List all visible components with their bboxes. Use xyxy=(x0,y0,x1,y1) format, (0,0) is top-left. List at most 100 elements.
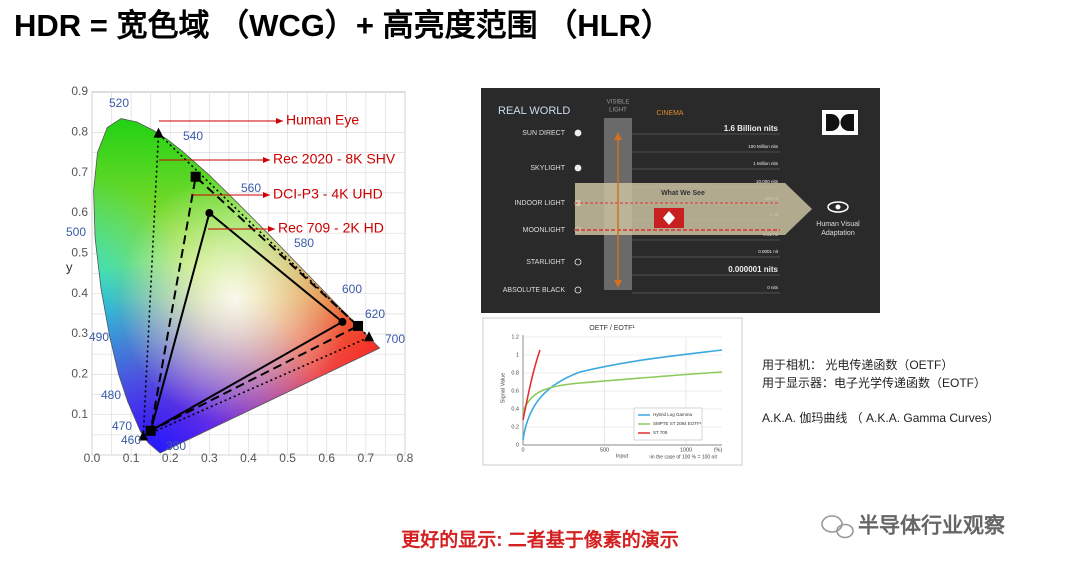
chart-title: OETF / EOTF¹ xyxy=(589,325,635,332)
curve-hlg xyxy=(522,349,723,441)
arrow-head xyxy=(263,157,270,163)
wavelength-label: 580 xyxy=(294,236,314,250)
annotation: Rec 709 - 2K HD xyxy=(278,220,384,236)
source-label: SUN DIRECT xyxy=(522,130,566,137)
y-tick-label: 0.6 xyxy=(71,205,88,219)
y-tick-label: 0.4 xyxy=(511,406,519,412)
circle-marker xyxy=(338,317,347,326)
wavelength-label: 480 xyxy=(101,388,121,402)
source-label: SKYLIGHT xyxy=(530,165,565,172)
visible-light-label: LIGHT xyxy=(609,108,627,114)
x-tick-label: 0.6 xyxy=(318,451,335,465)
annotation: Rec 2020 - 8K SHV xyxy=(273,151,396,167)
x-tick-label: 1000 xyxy=(680,447,692,453)
x-tick-label: 0.2 xyxy=(162,451,179,465)
x-tick-label: 0.4 xyxy=(240,451,257,465)
source-icon xyxy=(574,164,582,172)
source-label: STARLIGHT xyxy=(526,259,565,266)
cie-diagram: 0.0 0.1 0.2 0.3 0.4 0.5 0.6 0.7 0.8 0.1 0.2 0.3 0.4 0… xyxy=(66,84,414,465)
curve-pq xyxy=(522,371,723,413)
arrow-head xyxy=(263,192,270,198)
curve-709 xyxy=(522,349,541,421)
square-marker xyxy=(190,171,201,182)
legend-label: SMPTE ST 2084 EOTF¹ xyxy=(653,421,702,426)
visible-arrow-head xyxy=(614,280,622,288)
transfer-chart: OETF / EOTF¹ 0 0.2 0.4 0.6 0.8 1 1.2 0 500 1000 (%)… xyxy=(482,317,743,466)
level-label: 0.0001 nit xyxy=(758,249,779,254)
wavelength-label: 560 xyxy=(241,181,261,195)
y-tick-label: 0.3 xyxy=(71,326,88,340)
circle-marker xyxy=(205,209,214,218)
x-tick-label: 0 xyxy=(521,447,524,453)
light-range-panel: REAL WORLD VISIBLE LIGHT CINEMA SUN DIRECT SK… xyxy=(481,88,880,313)
level-label: 0.000001 nits xyxy=(728,265,778,274)
footnote: ¹in the case of 100 % = 100 nit xyxy=(649,454,717,460)
wechat-icon xyxy=(821,515,854,539)
y-tick-label: 0.5 xyxy=(71,246,88,260)
adaptation-label: Adaptation xyxy=(821,230,855,237)
level-label: 1.6 Billion nits xyxy=(724,124,779,133)
y-tick-label: 0.1 xyxy=(71,407,88,421)
y-tick-label: 0.2 xyxy=(71,367,88,381)
wavelength-label: 460 xyxy=(121,433,141,447)
cinema-label: CINEMA xyxy=(656,110,684,117)
source-label: MOONLIGHT xyxy=(523,227,566,234)
x-unit: (%) xyxy=(714,447,723,453)
caption: 更好的显示: 二者基于像素的演示 xyxy=(401,528,679,551)
chart-frame xyxy=(482,317,743,466)
level-label: 1 Million nits xyxy=(753,161,779,166)
source-icon xyxy=(574,258,582,266)
triangle-marker xyxy=(153,127,164,138)
x-tick-label: 0.0 xyxy=(84,451,101,465)
wavelength-label: 620 xyxy=(365,307,385,321)
eye-icon xyxy=(827,201,849,213)
gamut-triangle xyxy=(149,174,360,433)
y-tick-label: 0.2 xyxy=(511,424,519,430)
source-icon xyxy=(574,129,582,137)
y-label: Signal Value xyxy=(500,373,506,403)
y-tick-label: 0.8 xyxy=(71,125,88,139)
y-axis-label: y xyxy=(66,259,73,274)
arrow-head xyxy=(276,118,283,124)
x-tick-label: 0.3 xyxy=(201,451,218,465)
level-label: 0 nits xyxy=(767,285,779,290)
annotation: DCI-P3 - 4K UHD xyxy=(273,186,383,202)
square-marker xyxy=(353,320,364,331)
visible-light-label: VISIBLE xyxy=(607,100,630,106)
y-tick-label: 1.2 xyxy=(511,334,519,340)
eye-pupil xyxy=(835,204,841,210)
gamut-triangle xyxy=(142,131,371,438)
level-label: 100 Million nits xyxy=(748,144,779,149)
wavelength-label: 540 xyxy=(183,129,203,143)
annotation: Human Eye xyxy=(286,112,359,128)
x-tick-label: 0.5 xyxy=(279,451,296,465)
wavelength-label: 380 xyxy=(166,439,186,453)
cinema-diamond xyxy=(663,211,675,225)
triangle-marker xyxy=(364,331,375,342)
dolby-d xyxy=(840,114,854,131)
wavelength-label: 520 xyxy=(109,96,129,110)
slide-title: HDR = 宽色域 （WCG）+ 高亮度范围 （HLR） xyxy=(14,8,672,43)
source-icon xyxy=(574,286,582,294)
wavelength-label: 600 xyxy=(342,282,362,296)
note: 用于显示器：电子光学传递函数（EOTF） xyxy=(762,375,986,390)
y-tick-label: 0.7 xyxy=(71,165,88,179)
triangle-marker xyxy=(138,430,149,441)
y-tick-label: 0.9 xyxy=(71,84,88,98)
watermark: 半导体行业观察 xyxy=(858,514,1006,538)
panel-heading: REAL WORLD xyxy=(498,105,570,117)
x-label: Input xyxy=(616,453,629,459)
level-label: 10,000 nits xyxy=(756,179,779,184)
y-tick-label: 0.4 xyxy=(71,286,88,300)
source-label: ABSOLUTE BLACK xyxy=(503,287,566,294)
what-we-see-band xyxy=(575,183,812,235)
y-tick-label: 0 xyxy=(516,442,519,448)
wavelength-label: 700 xyxy=(385,332,405,346)
arrow-head xyxy=(268,226,275,232)
x-tick-label: 0.8 xyxy=(397,451,414,465)
x-tick-label: 500 xyxy=(600,447,609,453)
source-label: INDOOR LIGHT xyxy=(514,200,565,207)
gamut-triangle xyxy=(149,211,345,433)
wavelength-label: 470 xyxy=(112,419,132,433)
